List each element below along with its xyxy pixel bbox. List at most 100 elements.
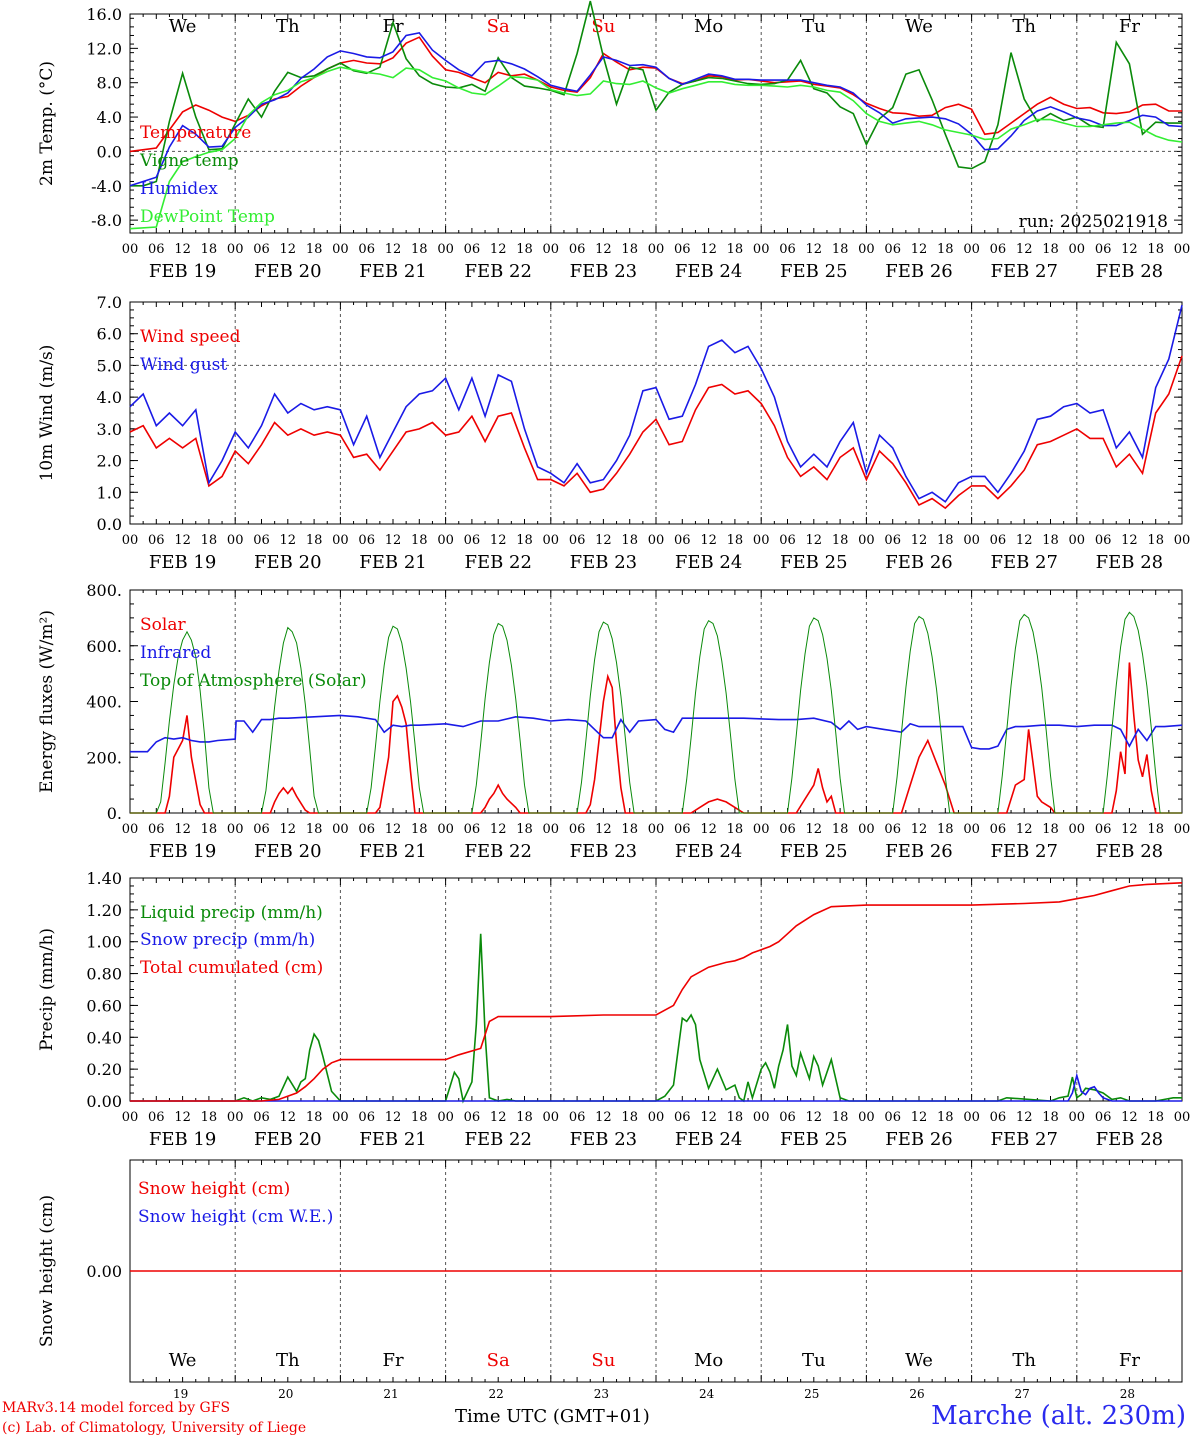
x-axis-title: Time UTC (GMT+01) xyxy=(455,1406,650,1427)
hour-label: 12 xyxy=(280,533,297,548)
hour-label: 18 xyxy=(832,242,849,257)
hour-label: 06 xyxy=(990,822,1007,837)
y-tick-label: 0.0 xyxy=(97,515,122,534)
hour-label: 18 xyxy=(832,822,849,837)
hour-label: 12 xyxy=(1121,822,1138,837)
hour-label: 00 xyxy=(543,822,560,837)
weekday-label: Tu xyxy=(802,1350,826,1371)
day-label: FEB 23 xyxy=(570,1129,637,1150)
legend-entry: Wind speed xyxy=(140,327,241,347)
y-axis-label: 10m Wind (m/s) xyxy=(37,345,57,482)
hour-label: 12 xyxy=(1121,242,1138,257)
hour-label: 18 xyxy=(1147,1110,1164,1125)
hour-label: 12 xyxy=(911,822,928,837)
series-line-liquid-precip-mm-h- xyxy=(130,933,1182,1104)
day-label: FEB 21 xyxy=(359,261,426,282)
legend-entry: Top of Atmosphere (Solar) xyxy=(140,671,367,691)
hour-label: 12 xyxy=(1121,533,1138,548)
hour-label: 12 xyxy=(700,533,717,548)
hour-label: 18 xyxy=(727,533,744,548)
weekday-label: Sa xyxy=(487,1350,510,1371)
legend-entry: Wind gust xyxy=(140,355,227,375)
y-tick-label: 0.20 xyxy=(86,1060,122,1079)
hour-label: 18 xyxy=(621,822,638,837)
hour-label: 12 xyxy=(700,1110,717,1125)
hour-label: 12 xyxy=(280,1110,297,1125)
series-line-dewpoint-temp xyxy=(129,66,1183,230)
y-tick-label: 1.20 xyxy=(86,901,122,920)
hour-label: 12 xyxy=(174,822,191,837)
y-tick-label: 2.0 xyxy=(97,452,122,471)
day-label: FEB 27 xyxy=(990,552,1057,573)
y-tick-label: 6.0 xyxy=(97,325,122,344)
y-tick-label: 4.0 xyxy=(97,388,122,407)
hour-label: 06 xyxy=(464,533,481,548)
hour-label: 12 xyxy=(806,822,823,837)
series-line-snow-precip-mm-h- xyxy=(130,1072,1182,1102)
day-label: FEB 22 xyxy=(464,261,531,282)
y-tick-label: 12.0 xyxy=(86,39,122,58)
series-line-solar xyxy=(130,662,1182,814)
day-label: FEB 23 xyxy=(570,261,637,282)
hour-label: 00 xyxy=(963,533,980,548)
hour-label: 00 xyxy=(858,533,875,548)
series-line-humidex xyxy=(129,32,1183,187)
hour-label: 00 xyxy=(1069,1110,1086,1125)
hour-label: 00 xyxy=(122,822,139,837)
day-label: FEB 20 xyxy=(254,261,321,282)
hour-label: 12 xyxy=(595,1110,612,1125)
hour-label: 18 xyxy=(1042,1110,1059,1125)
hour-label: 12 xyxy=(700,242,717,257)
hour-label: 18 xyxy=(306,533,323,548)
weekday-label: Th xyxy=(276,1350,300,1371)
hour-label: 12 xyxy=(174,1110,191,1125)
hour-label: 18 xyxy=(832,1110,849,1125)
day-label: FEB 22 xyxy=(464,841,531,862)
hour-label: 12 xyxy=(490,242,507,257)
hour-label: 12 xyxy=(700,822,717,837)
weekday-label: Fr xyxy=(382,16,403,37)
y-axis-label: Energy fluxes (W/m²) xyxy=(37,610,57,793)
hour-label: 12 xyxy=(1016,242,1033,257)
hour-label: 00 xyxy=(227,822,244,837)
hour-label: 12 xyxy=(806,533,823,548)
hour-label: 12 xyxy=(490,1110,507,1125)
day-label: FEB 26 xyxy=(885,552,952,573)
day-label: FEB 25 xyxy=(780,841,847,862)
hour-label: 18 xyxy=(937,822,954,837)
hour-label: 18 xyxy=(727,242,744,257)
hour-label: 18 xyxy=(201,1110,218,1125)
hour-label: 18 xyxy=(1042,533,1059,548)
hour-label: 12 xyxy=(806,242,823,257)
weekday-label: Fr xyxy=(382,1350,403,1371)
series-line-top-of-atmosphere-solar- xyxy=(130,611,1182,814)
hour-label: 12 xyxy=(385,242,402,257)
hour-label: 00 xyxy=(963,822,980,837)
hour-label: 06 xyxy=(674,822,691,837)
hour-label: 06 xyxy=(779,822,796,837)
hour-label: 00 xyxy=(963,242,980,257)
hour-label: 12 xyxy=(385,533,402,548)
hour-label: 00 xyxy=(122,242,139,257)
hour-label: 00 xyxy=(753,822,770,837)
day-label: FEB 21 xyxy=(359,552,426,573)
hour-label: 06 xyxy=(779,1110,796,1125)
hour-label: 00 xyxy=(753,533,770,548)
hour-label: 00 xyxy=(1069,242,1086,257)
y-tick-label: 1.40 xyxy=(86,869,122,888)
hour-label: 06 xyxy=(990,1110,1007,1125)
series-line-infrared xyxy=(130,714,1183,753)
hour-label: 06 xyxy=(1095,1110,1112,1125)
hour-label: 06 xyxy=(569,1110,586,1125)
y-tick-label: 16.0 xyxy=(86,5,122,24)
hour-label: 00 xyxy=(437,822,454,837)
y-tick-label: 800. xyxy=(86,581,122,600)
weekday-label: Fr xyxy=(1119,16,1140,37)
series-line-total-cumulated-cm- xyxy=(130,882,1183,1102)
legend-entry: Temperature xyxy=(140,123,251,143)
day-label: FEB 25 xyxy=(780,1129,847,1150)
hour-label: 12 xyxy=(1016,1110,1033,1125)
hour-label: 06 xyxy=(674,242,691,257)
hour-label: 06 xyxy=(674,1110,691,1125)
hour-label: 18 xyxy=(1042,242,1059,257)
